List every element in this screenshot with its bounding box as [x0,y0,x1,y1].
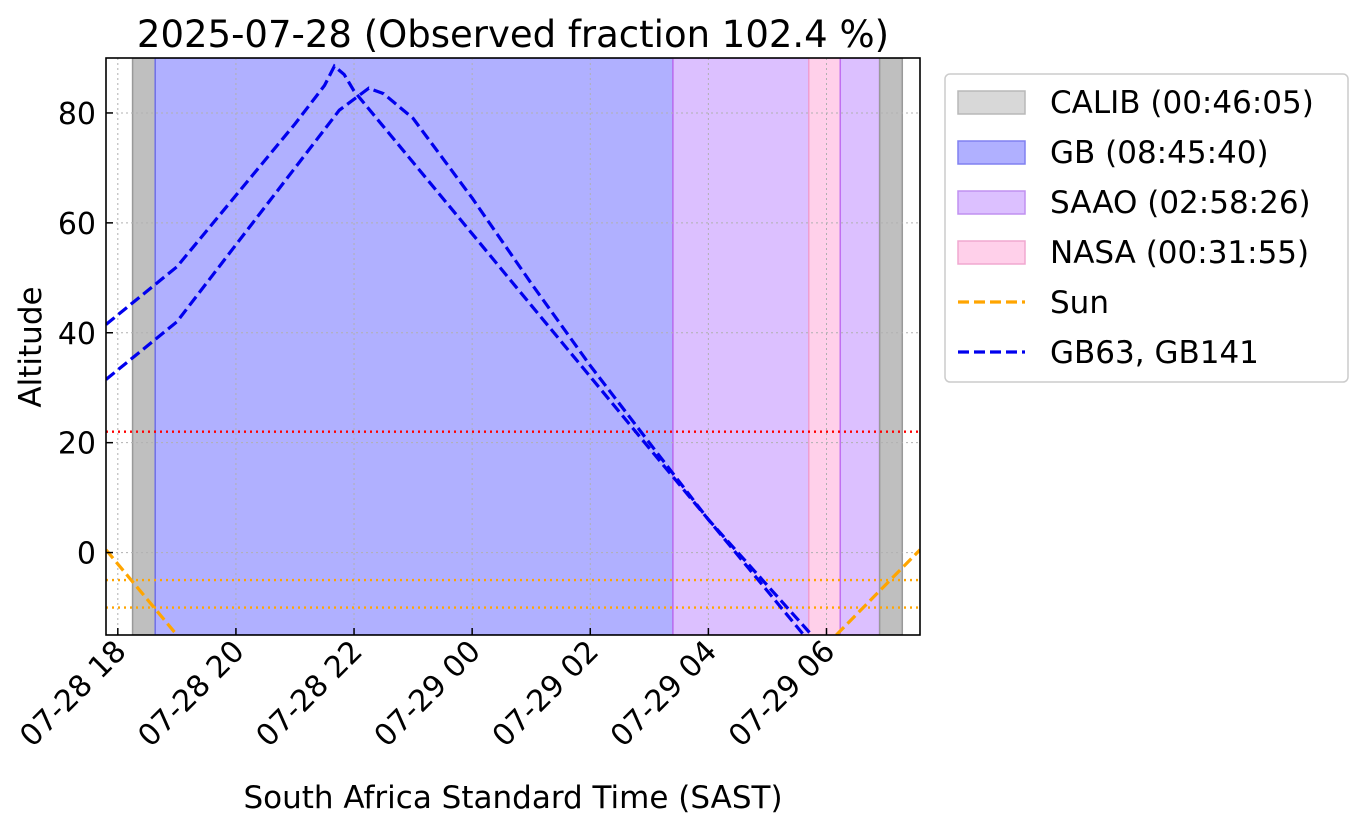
x-tick-label: 07-29 02 [486,634,606,754]
legend-label: GB (08:45:40) [1050,135,1269,171]
legend-label: Sun [1050,285,1109,321]
legend-label: GB63, GB141 [1050,335,1259,371]
span-saao [672,58,810,635]
legend-frame [944,73,1349,383]
span-calib [878,58,904,635]
legend: CALIB (00:46:05) GB (08:45:40) SAAO (02:58… [944,73,1349,383]
x-tick-label: 07-28 18 [13,634,133,754]
series-gb63-gb141-1 [106,63,806,635]
legend-swatch-gb [957,140,1026,165]
span-saao [839,58,881,635]
legend-swatch-saao [957,190,1026,215]
legend-swatch-calib [957,90,1026,115]
x-tick-label: 07-28 20 [131,634,251,754]
x-tick-label: 07-29 00 [368,634,488,754]
span-calib [131,58,156,635]
x-axis-label: South Africa Standard Time (SAST) [243,780,782,816]
y-tick-label: 80 [58,97,96,132]
plot-frame [105,57,921,636]
legend-label: SAAO (02:58:26) [1050,185,1311,221]
span-gb [154,58,674,635]
series-sun-2 [835,548,920,635]
legend-label: CALIB (00:46:05) [1050,85,1314,121]
x-tick-label: 07-29 06 [722,634,842,754]
y-tick-label: 20 [58,427,96,462]
y-tick-label: 0 [77,537,96,572]
y-tick-label: 40 [58,317,96,352]
series-gb63-gb141-2 [106,86,814,635]
y-axis-label: Altitude [13,286,49,407]
x-tick-label: 07-28 22 [250,634,370,754]
x-tick-label: 07-29 04 [604,634,724,754]
chart-title: 2025-07-28 (Observed fraction 102.4 %) [137,13,889,56]
legend-swatch-nasa [957,240,1026,265]
span-nasa [808,58,842,635]
series-sun-1 [106,548,179,635]
legend-label: NASA (00:31:55) [1050,235,1309,271]
y-tick-label: 60 [58,207,96,242]
